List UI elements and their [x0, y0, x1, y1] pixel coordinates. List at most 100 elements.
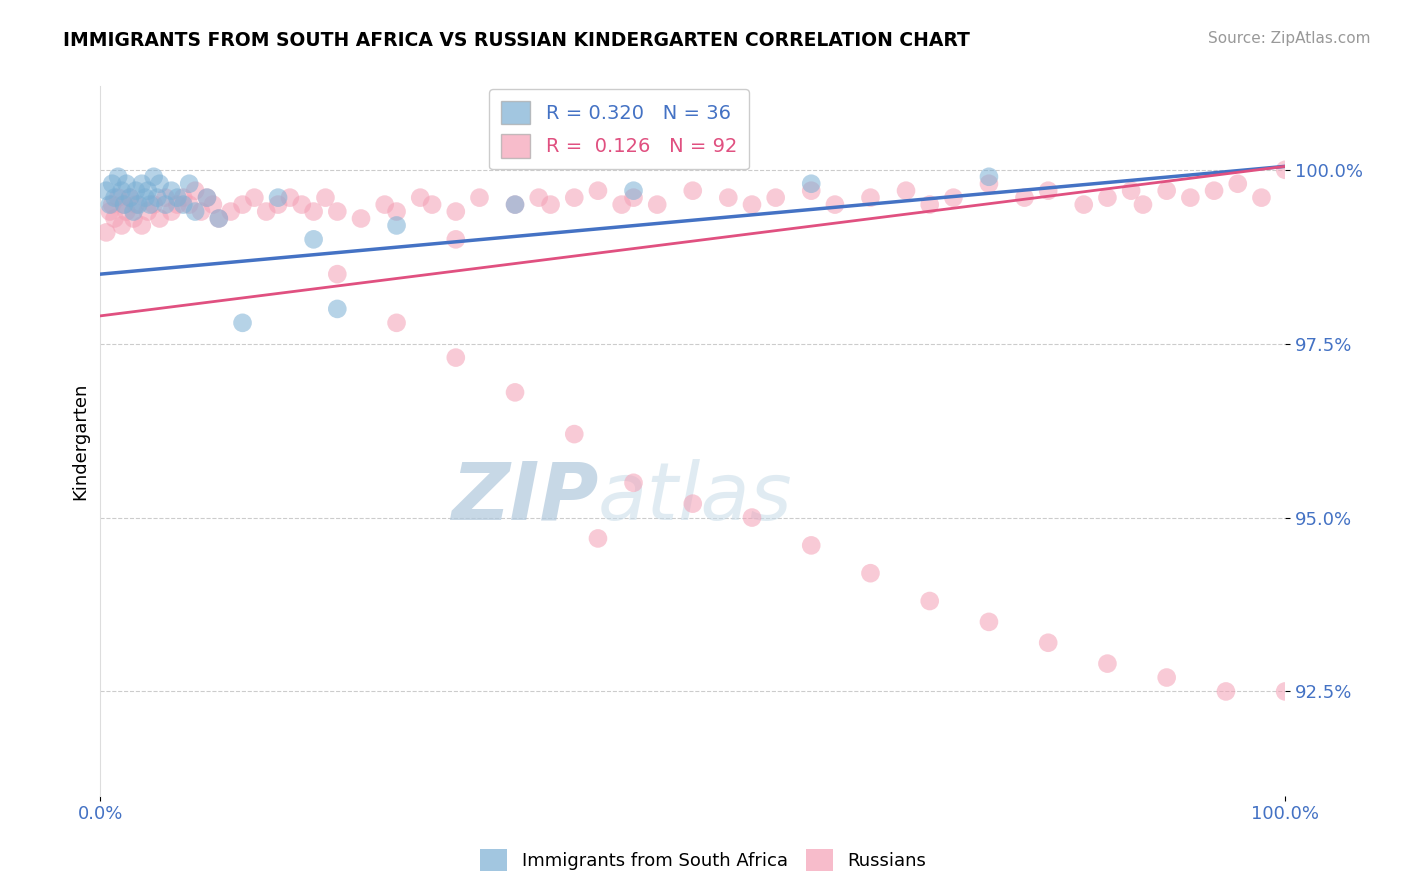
Point — [134, 191, 156, 205]
Point — [118, 191, 141, 205]
Point — [314, 191, 336, 205]
Point — [302, 204, 325, 219]
Point — [160, 184, 183, 198]
Point — [562, 191, 585, 205]
Point — [918, 197, 941, 211]
Point — [111, 219, 134, 233]
Point — [1073, 197, 1095, 211]
Point — [112, 197, 135, 211]
Point — [1215, 684, 1237, 698]
Point — [166, 197, 188, 211]
Point — [977, 169, 1000, 184]
Point — [326, 204, 349, 219]
Point — [172, 197, 194, 211]
Point — [115, 204, 138, 219]
Point — [527, 191, 550, 205]
Point — [166, 191, 188, 205]
Point — [1226, 177, 1249, 191]
Point — [682, 497, 704, 511]
Point — [122, 204, 145, 219]
Point — [131, 219, 153, 233]
Point — [942, 191, 965, 205]
Point — [146, 191, 169, 205]
Point — [326, 301, 349, 316]
Point — [586, 532, 609, 546]
Point — [231, 316, 253, 330]
Text: IMMIGRANTS FROM SOUTH AFRICA VS RUSSIAN KINDERGARTEN CORRELATION CHART: IMMIGRANTS FROM SOUTH AFRICA VS RUSSIAN … — [63, 31, 970, 50]
Point — [1156, 671, 1178, 685]
Point — [127, 197, 149, 211]
Point — [112, 197, 135, 211]
Point — [219, 204, 242, 219]
Text: Source: ZipAtlas.com: Source: ZipAtlas.com — [1208, 31, 1371, 46]
Point — [142, 169, 165, 184]
Point — [444, 351, 467, 365]
Point — [503, 197, 526, 211]
Point — [717, 191, 740, 205]
Point — [101, 177, 124, 191]
Point — [326, 267, 349, 281]
Point — [195, 191, 218, 205]
Point — [468, 191, 491, 205]
Point — [409, 191, 432, 205]
Point — [623, 475, 645, 490]
Point — [562, 427, 585, 442]
Point — [98, 197, 121, 211]
Point — [111, 184, 134, 198]
Point — [765, 191, 787, 205]
Point — [503, 197, 526, 211]
Point — [385, 219, 408, 233]
Point — [122, 211, 145, 226]
Point — [142, 197, 165, 211]
Point — [1156, 184, 1178, 198]
Point — [623, 184, 645, 198]
Point — [302, 232, 325, 246]
Point — [859, 191, 882, 205]
Point — [160, 204, 183, 219]
Point — [103, 211, 125, 226]
Point — [741, 510, 763, 524]
Point — [503, 385, 526, 400]
Point — [444, 204, 467, 219]
Point — [540, 197, 562, 211]
Point — [291, 197, 314, 211]
Point — [149, 177, 172, 191]
Text: atlas: atlas — [598, 458, 793, 537]
Point — [800, 184, 823, 198]
Point — [894, 184, 917, 198]
Point — [586, 184, 609, 198]
Point — [243, 191, 266, 205]
Point — [1097, 191, 1119, 205]
Point — [645, 197, 668, 211]
Point — [155, 191, 177, 205]
Point — [1132, 197, 1154, 211]
Legend: R = 0.320   N = 36, R =  0.126   N = 92: R = 0.320 N = 36, R = 0.126 N = 92 — [489, 89, 748, 169]
Point — [350, 211, 373, 226]
Point — [254, 204, 277, 219]
Point — [179, 177, 201, 191]
Point — [444, 232, 467, 246]
Point — [1202, 184, 1225, 198]
Point — [184, 184, 207, 198]
Point — [96, 226, 118, 240]
Point — [139, 197, 162, 211]
Point — [623, 191, 645, 205]
Point — [107, 191, 129, 205]
Point — [267, 197, 290, 211]
Point — [918, 594, 941, 608]
Point — [125, 197, 148, 211]
Point — [741, 197, 763, 211]
Point — [136, 184, 159, 198]
Point — [1274, 162, 1296, 177]
Point — [977, 177, 1000, 191]
Point — [610, 197, 633, 211]
Point — [267, 191, 290, 205]
Point — [800, 177, 823, 191]
Point — [136, 204, 159, 219]
Point — [201, 197, 224, 211]
Point — [107, 169, 129, 184]
Point — [208, 211, 231, 226]
Point — [190, 204, 212, 219]
Point — [1121, 184, 1143, 198]
Point — [195, 191, 218, 205]
